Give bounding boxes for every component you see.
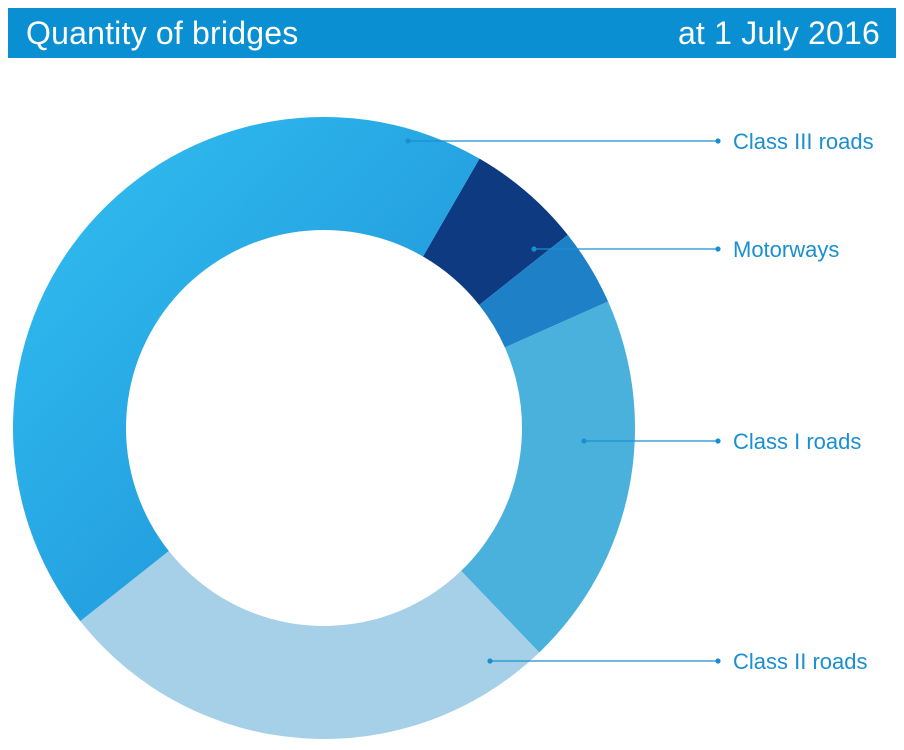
legend-label: Class II roads	[733, 649, 868, 674]
legend-label: Motorways	[733, 237, 839, 262]
chart-date: at 1 July 2016	[677, 14, 880, 51]
leader-end-dot	[715, 246, 721, 252]
slice-motorways	[423, 158, 568, 306]
slice-class-ii-roads	[80, 550, 540, 739]
legend-label: Class III roads	[733, 129, 874, 154]
leader-start-dot	[531, 246, 537, 252]
legend-label: Class I roads	[733, 429, 861, 454]
leader-end-dot	[715, 438, 721, 444]
slice-class-i-roads	[461, 301, 635, 653]
chart-title: Quantity of bridges	[26, 14, 299, 51]
leader-start-dot	[405, 138, 411, 144]
leader-start-dot	[581, 438, 587, 444]
slice-unlabeled-1	[479, 234, 609, 348]
leader-end-dot	[715, 658, 721, 664]
chart-header: Quantity of bridges at 1 July 2016	[8, 8, 896, 58]
leader-start-dot	[487, 658, 493, 664]
slice-class-iii-roads	[13, 117, 480, 622]
leader-end-dot	[715, 138, 721, 144]
